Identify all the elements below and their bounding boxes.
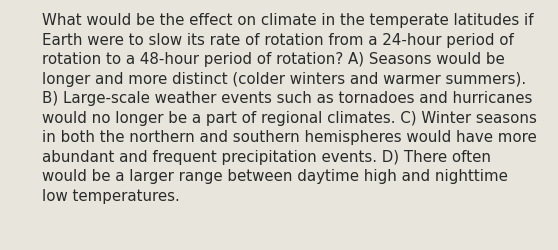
- Text: What would be the effect on climate in the temperate latitudes if
Earth were to : What would be the effect on climate in t…: [42, 13, 537, 203]
